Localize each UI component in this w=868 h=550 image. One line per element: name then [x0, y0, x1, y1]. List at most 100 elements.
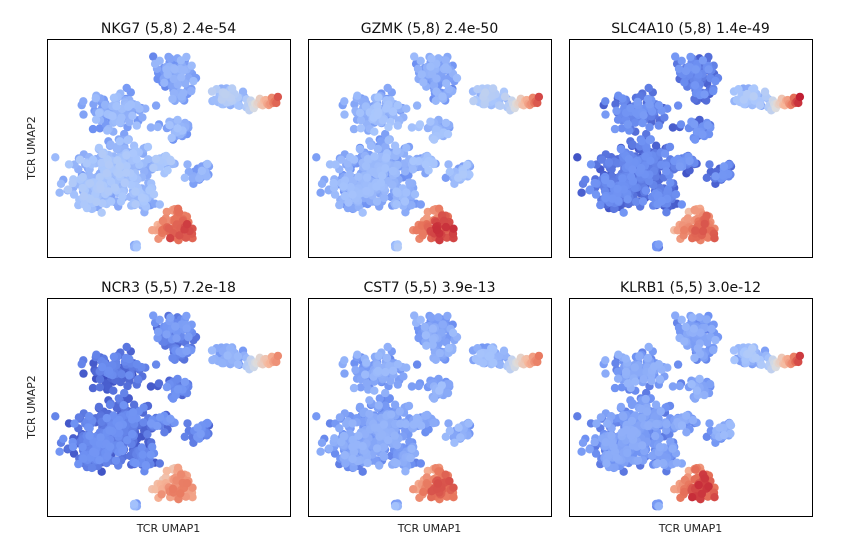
- scatter-point: [88, 124, 98, 134]
- scatter-point: [671, 52, 680, 61]
- scatter-point: [445, 167, 454, 176]
- scatter-point: [128, 429, 137, 439]
- scatter-point: [131, 200, 140, 209]
- scatter-point: [125, 355, 134, 364]
- scatter-point: [335, 424, 344, 433]
- scatter-point: [376, 178, 386, 187]
- scatter-point: [416, 200, 425, 209]
- scatter-point: [379, 443, 388, 452]
- scatter-point: [146, 450, 155, 459]
- scatter-point: [370, 152, 379, 161]
- scatter-point: [613, 184, 622, 194]
- scatter-point: [88, 447, 98, 457]
- scatter-point: [423, 480, 432, 489]
- scatter-point: [331, 160, 340, 169]
- scatter-point: [155, 413, 165, 422]
- scatter-point: [434, 204, 444, 213]
- scatter-point: [173, 124, 182, 133]
- scatter-point: [591, 190, 601, 199]
- scatter-point: [155, 315, 164, 324]
- scatter-point: [217, 359, 227, 368]
- scatter-point: [100, 100, 110, 110]
- scatter-point: [195, 174, 204, 183]
- scatter-point: [353, 350, 362, 359]
- scatter-point: [122, 162, 131, 171]
- scatter-point: [432, 74, 441, 83]
- scatter-point: [680, 226, 689, 235]
- scatter-point: [207, 346, 217, 355]
- scatter-point: [657, 196, 667, 206]
- scatter-point: [226, 344, 235, 353]
- scatter-point: [108, 112, 117, 121]
- scatter-point: [691, 65, 700, 74]
- scatter-point: [445, 476, 454, 486]
- scatter-point: [683, 214, 692, 223]
- scatter-point: [223, 351, 232, 360]
- scatter-point: [91, 94, 101, 103]
- scatter-point: [146, 123, 156, 132]
- scatter-point: [705, 419, 714, 428]
- scatter-point: [88, 383, 98, 393]
- scatter-point: [407, 444, 416, 453]
- scatter-point: [172, 334, 181, 343]
- scatter-point: [441, 173, 450, 182]
- scatter-point: [414, 381, 423, 391]
- scatter-point: [339, 182, 348, 191]
- scatter-point: [335, 200, 344, 210]
- scatter-point: [690, 81, 700, 90]
- scatter-point: [151, 360, 161, 369]
- scatter-point: [422, 341, 431, 350]
- scatter-point: [441, 63, 450, 72]
- scatter-point: [79, 97, 88, 106]
- scatter-point: [70, 419, 79, 428]
- scatter-point: [698, 226, 708, 236]
- scatter-point: [616, 402, 626, 412]
- scatter-point: [74, 459, 83, 469]
- scatter-point: [363, 458, 372, 468]
- scatter-point: [489, 358, 498, 367]
- scatter-point: [138, 450, 147, 459]
- scatter-point: [117, 113, 126, 122]
- scatter-point: [173, 115, 182, 125]
- scatter-point: [94, 108, 104, 118]
- scatter-point: [353, 91, 362, 100]
- scatter-point: [578, 438, 588, 447]
- scatter-point: [384, 123, 393, 132]
- scatter-point: [358, 442, 367, 451]
- scatter-point: [660, 149, 670, 158]
- scatter-point: [163, 166, 172, 175]
- scatter-point: [361, 370, 370, 379]
- scatter-point: [631, 118, 640, 127]
- scatter-point: [103, 452, 112, 461]
- scatter-point: [633, 456, 643, 465]
- panel-title: NKG7 (5,8) 2.4e-54: [101, 21, 236, 37]
- scatter-point: [168, 94, 177, 104]
- scatter-point: [95, 456, 104, 465]
- scatter-point: [158, 216, 168, 226]
- scatter-point: [410, 52, 419, 61]
- scatter-point: [184, 167, 193, 176]
- scatter-point: [170, 65, 179, 74]
- scatter-point: [422, 473, 431, 482]
- scatter-point: [123, 136, 132, 145]
- scatter-point: [96, 433, 105, 442]
- scatter-point: [356, 124, 366, 133]
- scatter-point: [619, 208, 628, 217]
- scatter-point: [128, 111, 137, 121]
- scatter-point: [55, 447, 64, 456]
- scatter-point: [95, 375, 105, 384]
- scatter-point: [363, 154, 372, 164]
- scatter-point: [703, 121, 712, 130]
- scatter-point: [592, 419, 601, 428]
- scatter-point: [162, 466, 171, 476]
- scatter-point: [117, 370, 126, 379]
- scatter-point: [95, 439, 105, 448]
- scatter-point: [450, 179, 459, 188]
- scatter-point: [105, 426, 114, 435]
- scatter-point: [374, 351, 383, 360]
- scatter-point: [662, 426, 671, 435]
- scatter-point: [435, 386, 444, 395]
- scatter-point: [691, 226, 700, 235]
- scatter-point: [115, 161, 125, 171]
